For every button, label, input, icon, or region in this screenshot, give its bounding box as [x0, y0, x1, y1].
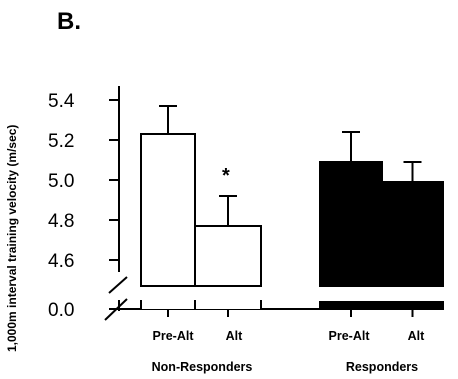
bar-label: Alt [226, 329, 244, 343]
bar-stub [141, 300, 195, 309]
y-tick-label: 4.6 [48, 251, 74, 272]
bar-label: Pre-Alt [153, 329, 195, 343]
group-label: Responders [346, 360, 418, 374]
y-ticks: 5.4 5.2 5.0 4.8 4.6 0.0 [48, 91, 119, 321]
significance-marker: * [222, 165, 230, 187]
bar-stub [320, 302, 382, 309]
bar [382, 182, 443, 286]
y-axis-label: 1,000m interval training velocity (m/sec… [5, 125, 19, 352]
bar [195, 226, 261, 286]
bar [141, 134, 195, 286]
bar [320, 162, 382, 286]
y-tick-label: 4.8 [48, 211, 74, 232]
bar-stub [195, 300, 261, 309]
y-tick-label: 5.0 [48, 171, 74, 192]
panel-label: B. [57, 8, 81, 35]
category-labels: Pre-Alt Alt Non-Responders Pre-Alt Alt Respon… [152, 329, 426, 374]
bars: * [141, 106, 443, 317]
y-tick-label: 5.4 [48, 91, 75, 112]
bar-label: Alt [408, 329, 426, 343]
group-label: Non-Responders [152, 360, 253, 374]
y-tick-label: 0.0 [48, 300, 74, 321]
bar-stub [382, 302, 443, 309]
y-tick-label: 5.2 [48, 131, 74, 152]
axis-break-mark [109, 277, 127, 293]
bar-label: Pre-Alt [329, 329, 371, 343]
